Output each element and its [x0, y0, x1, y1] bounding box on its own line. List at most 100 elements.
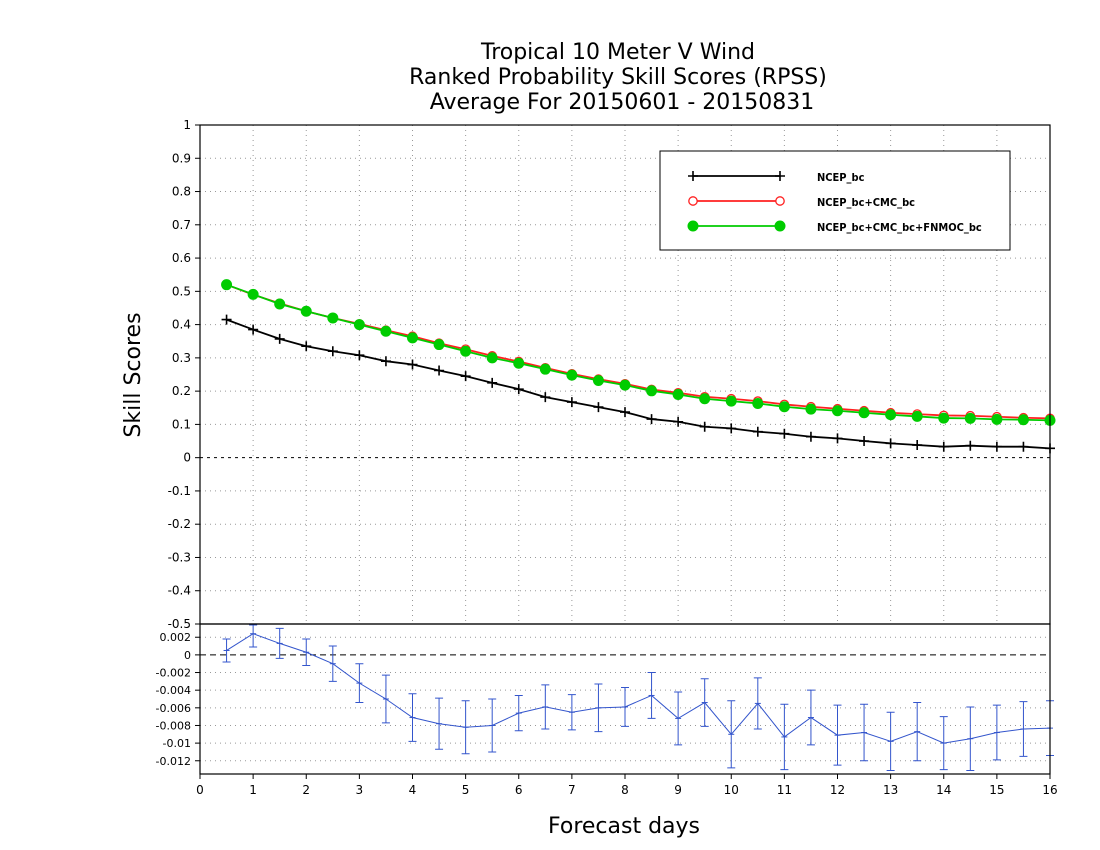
- y-tick-label: -0.4: [168, 584, 191, 598]
- data-point: [699, 421, 710, 432]
- top-panel-grid: [200, 125, 1050, 624]
- x-tick-label: 10: [724, 783, 739, 797]
- y-tick-label: 0.6: [172, 251, 191, 265]
- data-point: [775, 171, 785, 181]
- data-point: [779, 428, 790, 439]
- data-point: [774, 220, 786, 232]
- data-point: [620, 407, 630, 418]
- data-point: [938, 441, 949, 452]
- data-point: [688, 171, 698, 181]
- data-point: [775, 196, 785, 206]
- legend-label-ncep-bc: NCEP_bc: [817, 171, 865, 184]
- data-point: [327, 346, 338, 357]
- data-point: [832, 405, 843, 417]
- data-point: [805, 403, 817, 415]
- x-tick-label: 3: [356, 783, 364, 797]
- data-point: [380, 325, 392, 337]
- data-point: [687, 220, 699, 232]
- data-point: [592, 374, 604, 386]
- difference-series: [222, 624, 1054, 771]
- legend-items: [687, 171, 786, 232]
- y-tick-label: 0.5: [172, 284, 191, 298]
- data-point: [247, 288, 259, 300]
- y-tick-label: -0.002: [156, 667, 191, 680]
- legend: NCEP_bc NCEP_bc+CMC_bc NCEP_bc+CMC_bc+FN…: [659, 150, 1011, 251]
- data-point: [540, 392, 551, 403]
- data-point: [274, 298, 286, 310]
- data-point: [699, 393, 711, 405]
- data-point: [221, 314, 232, 325]
- y-tick-label: 1: [183, 118, 191, 132]
- data-point: [380, 356, 391, 367]
- y-tick-label: -0.3: [168, 550, 191, 564]
- x-tick-label: 2: [302, 783, 310, 797]
- y-tick-label: 0.8: [172, 185, 191, 199]
- data-point: [487, 377, 498, 388]
- y-tick-label: 0.3: [172, 351, 191, 365]
- x-tick-label: 8: [621, 783, 629, 797]
- data-point: [778, 401, 790, 413]
- chart-title-line-3: Average For 20150601 - 20150831: [430, 90, 815, 115]
- y-tick-label: 0.9: [172, 151, 191, 165]
- data-point: [460, 371, 471, 382]
- legend-label-ncep-cmc: NCEP_bc+CMC_bc: [817, 196, 915, 209]
- data-point: [407, 332, 418, 344]
- y-tick-label: -0.2: [168, 517, 191, 531]
- data-point: [407, 359, 418, 370]
- data-point: [486, 352, 498, 364]
- data-point: [300, 305, 312, 317]
- top-panel-y-ticks: -0.5 -0.4 -0.3 -0.2 -0.1 0 0.1 0.2 0.3 0.4 0.5 0.6 0…: [168, 118, 200, 631]
- x-tick-label: 0: [196, 783, 204, 797]
- y-tick-label: 0: [183, 451, 191, 465]
- series-open-circle: [221, 279, 1055, 424]
- x-tick-label: 11: [777, 783, 792, 797]
- x-tick-label: 9: [674, 783, 682, 797]
- y-tick-label: 0.4: [172, 318, 191, 332]
- data-point: [885, 409, 897, 421]
- data-point: [964, 412, 976, 424]
- y-tick-label: -0.1: [168, 484, 191, 498]
- x-tick-label: 13: [883, 783, 898, 797]
- y-tick-label: 0.7: [172, 218, 191, 232]
- x-tick-label: 14: [936, 783, 951, 797]
- data-point: [1017, 414, 1029, 426]
- data-point: [566, 369, 578, 381]
- bottom-panel-y-ticks: -0.012 -0.01 -0.008 -0.006 -0.004 -0.002 0 0.00…: [156, 631, 200, 768]
- y-tick-label: -0.01: [163, 737, 191, 750]
- data-point: [726, 423, 737, 434]
- y-tick-label: -0.006: [156, 702, 191, 715]
- y-tick-label: 0.1: [172, 417, 191, 431]
- data-point: [938, 412, 950, 424]
- bottom-plot-frame: [199, 623, 1051, 775]
- data-point: [991, 441, 1002, 452]
- data-point: [566, 397, 577, 408]
- data-point: [965, 440, 976, 451]
- data-point: [460, 345, 472, 357]
- data-point: [433, 339, 445, 351]
- data-point: [274, 333, 285, 344]
- data-point: [911, 410, 923, 422]
- y-tick-label: -0.004: [156, 684, 191, 697]
- x-tick-label: 12: [830, 783, 845, 797]
- data-point: [725, 395, 737, 407]
- series-plus: [221, 314, 1055, 454]
- data-point: [885, 438, 896, 449]
- data-point: [646, 385, 658, 397]
- data-point: [513, 384, 524, 395]
- chart-title-line-1: Tropical 10 Meter V Wind: [480, 40, 755, 65]
- data-point: [912, 440, 923, 451]
- series-line: [226, 283, 1051, 420]
- data-point: [434, 365, 445, 376]
- chart-title-line-2: Ranked Probability Skill Scores (RPSS): [409, 65, 827, 90]
- data-point: [301, 341, 312, 352]
- data-point: [646, 414, 657, 425]
- data-point: [805, 431, 816, 442]
- series-filled-circle: [221, 279, 1056, 426]
- data-point: [221, 279, 233, 291]
- x-tick-label: 5: [462, 783, 470, 797]
- y-tick-label: -0.5: [168, 617, 191, 631]
- legend-label-ncep-cmc-fnmoc: NCEP_bc+CMC_bc+FNMOC_bc: [817, 221, 982, 234]
- data-point: [832, 433, 843, 444]
- data-point: [353, 319, 365, 331]
